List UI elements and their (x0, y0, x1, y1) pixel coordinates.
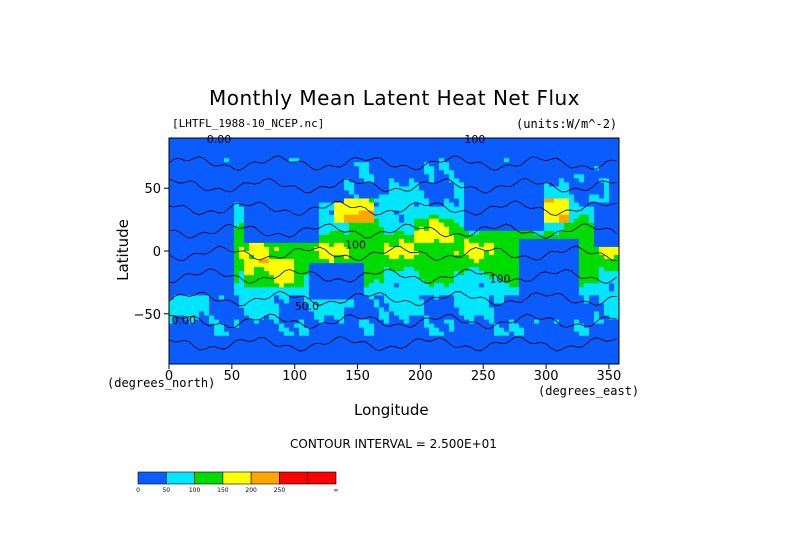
colorbar-swatch (194, 471, 224, 485)
colorbar-swatch (307, 471, 337, 485)
colorbar-swatch (165, 471, 195, 485)
y-tick-label: −50 (134, 308, 161, 323)
y-units-note: (degrees_north) (107, 376, 216, 390)
colorbar-swatch (137, 471, 167, 485)
colorbar-swatch (222, 471, 252, 485)
y-tick-label: 50 (144, 182, 161, 197)
colorbar-label: 200 (245, 487, 257, 494)
colorbar-end-label: ∞ (334, 487, 339, 494)
contour-label: 0.00 (207, 133, 232, 146)
x-tick-label: 100 (282, 369, 307, 384)
colorbar-label: 100 (189, 487, 201, 494)
colorbar-label: 50 (162, 487, 170, 494)
colorbar-swatch (279, 471, 309, 485)
y-tick-label: 0 (153, 245, 161, 260)
chart-title: Monthly Mean Latent Heat Net Flux (208, 86, 581, 110)
x-tick-label: 0 (165, 369, 173, 384)
colorbar-label: 0 (136, 487, 140, 494)
colorbar-label: 250 (274, 487, 286, 494)
units-label: (units:W/m^-2) (516, 117, 618, 131)
x-tick-label: 200 (408, 369, 433, 384)
file-label: [LHTFL_1988-10_NCEP.nc] (172, 117, 325, 130)
x-tick-label: 250 (471, 369, 496, 384)
contour-lines (168, 155, 617, 352)
y-axis-label: Latitude (113, 219, 132, 281)
x-tick-label: 300 (534, 369, 559, 384)
x-tick-label: 50 (224, 369, 241, 384)
contour-interval: CONTOUR INTERVAL = 2.500E+01 (290, 437, 497, 451)
colorbar-swatch (250, 471, 280, 485)
heatmap-field (169, 138, 620, 365)
contour-label: 0.00 (172, 314, 197, 327)
x-axis-label: Longitude (354, 401, 429, 419)
colorbar-label: 150 (217, 487, 229, 494)
contour-label: 50.0 (295, 300, 320, 313)
x-tick-label: 350 (597, 369, 622, 384)
x-tick-label: 150 (345, 369, 370, 384)
contour-label: 100 (345, 238, 366, 251)
contour-label: 100 (490, 272, 511, 285)
x-units-note: (degrees_east) (538, 384, 640, 398)
contour-label: 100 (464, 133, 485, 146)
